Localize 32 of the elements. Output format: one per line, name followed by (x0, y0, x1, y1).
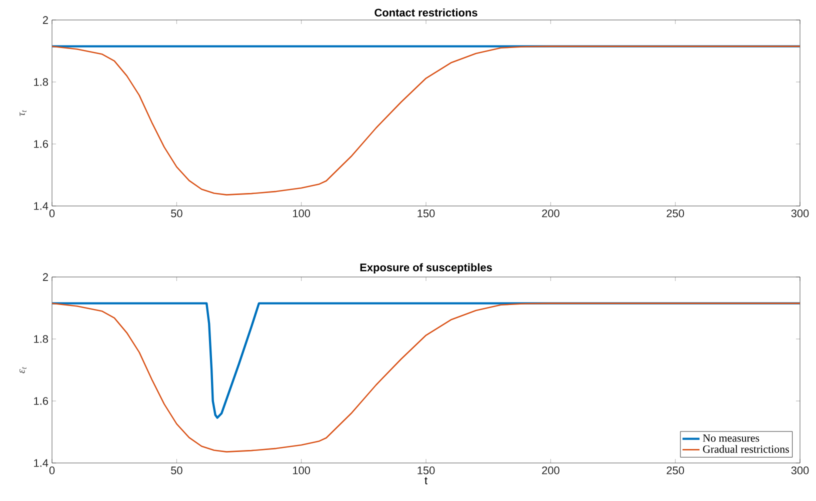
y-tick-label: 2 (42, 273, 48, 281)
x-tick-label: 150 (418, 210, 435, 218)
x-tick-label: 0 (49, 466, 55, 474)
y-tick-label: 1.8 (34, 335, 48, 343)
x-tick-label: 100 (293, 210, 310, 218)
y-tick-label: 1.4 (34, 202, 48, 210)
y-axis-title: τ$_{t}$ (20, 110, 26, 116)
x-tick-label: 150 (418, 466, 435, 474)
y-tick-label: 1.6 (34, 397, 48, 405)
line-series (52, 46, 800, 196)
legend-label: No measures (702, 434, 760, 442)
x-tick-label: 250 (666, 466, 684, 474)
y-tick-label: 1.8 (34, 78, 48, 86)
x-tick-label: 300 (791, 210, 809, 218)
y-axis-title: ε$_{t}$ (20, 366, 26, 374)
x-tick-label: 50 (171, 466, 182, 474)
x-tick-label: 50 (171, 210, 182, 218)
y-tick-label: 1.6 (34, 140, 48, 148)
chart-title: Exposure of susceptibles (360, 263, 492, 274)
x-tick-label: 0 (49, 210, 55, 218)
line-series (52, 302, 800, 452)
x-tick-label: 200 (542, 466, 560, 474)
chart-title: Contact restrictions (374, 8, 478, 16)
x-tick-label: 250 (666, 210, 684, 218)
line-series (52, 302, 800, 419)
x-axis-title: t (424, 477, 428, 484)
x-tick-label: 100 (293, 466, 310, 474)
x-tick-label: 200 (542, 210, 560, 218)
legend-label: Gradual restrictions (703, 445, 789, 453)
y-tick-label: 1.4 (34, 459, 48, 467)
x-tick-label: 300 (791, 466, 809, 474)
y-tick-label: 2 (42, 16, 48, 24)
